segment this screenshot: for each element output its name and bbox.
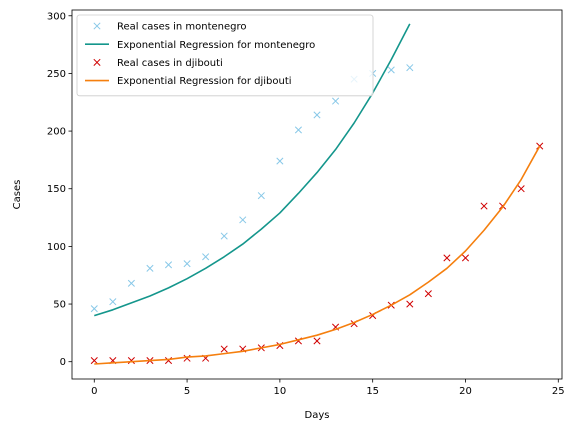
data-point	[313, 111, 321, 119]
data-point	[424, 290, 432, 298]
legend-entry-label: Real cases in djibouti	[117, 58, 223, 69]
data-point	[183, 354, 191, 362]
plot-area	[90, 23, 544, 365]
data-point	[461, 254, 470, 262]
data-point	[276, 157, 284, 165]
x-tick-label: 0	[91, 386, 97, 397]
legend-box	[76, 14, 374, 97]
data-point	[387, 66, 395, 74]
data-point	[239, 216, 247, 224]
data-point	[443, 254, 451, 262]
series-line	[94, 145, 541, 365]
series-1	[94, 23, 411, 317]
x-tick-label: 15	[366, 386, 379, 397]
legend-marker-swatch	[93, 58, 101, 66]
data-point	[146, 264, 154, 272]
series-3	[94, 145, 541, 365]
data-point	[294, 126, 302, 134]
x-axis-label: Days	[305, 410, 330, 421]
data-point	[220, 232, 228, 240]
data-point	[332, 97, 340, 105]
y-axis-label: Cases	[12, 180, 23, 210]
data-point	[406, 300, 414, 308]
data-point	[127, 279, 135, 287]
series-line	[94, 23, 411, 317]
legend-entry-label: Exponential Regression for montenegro	[117, 40, 315, 51]
axes-frame	[71, 9, 563, 380]
data-point	[406, 64, 414, 72]
legend-entry-label: Real cases in montenegro	[117, 22, 247, 33]
x-tick-label: 5	[184, 386, 190, 397]
y-tick-label: 0	[60, 357, 66, 368]
data-point	[313, 337, 321, 345]
y-tick-label: 250	[47, 69, 66, 80]
y-tick-label: 100	[47, 242, 66, 253]
x-tick-label: 25	[552, 386, 565, 397]
y-tick-label: 50	[53, 300, 66, 311]
data-point	[220, 345, 228, 353]
data-point	[90, 305, 98, 313]
series-2	[90, 142, 544, 365]
legend: Real cases in montenegro Exponential Regr…	[76, 14, 374, 97]
series-0	[90, 64, 414, 313]
data-point	[164, 261, 173, 269]
y-tick-label: 200	[47, 127, 66, 138]
x-tick-label: 20	[459, 386, 472, 397]
data-point	[109, 298, 117, 306]
x-tick-label: 10	[274, 386, 287, 397]
data-point	[183, 260, 191, 268]
legend-entry-label: Exponential Regression for djibouti	[117, 76, 292, 87]
legend-marker-swatch	[93, 22, 101, 30]
data-point	[257, 192, 265, 200]
y-tick-label: 300	[47, 11, 66, 22]
data-point	[480, 202, 488, 210]
data-point	[127, 356, 135, 365]
data-point	[202, 253, 210, 261]
y-tick-label: 150	[47, 184, 66, 195]
data-point	[517, 185, 525, 193]
data-point	[90, 356, 98, 365]
